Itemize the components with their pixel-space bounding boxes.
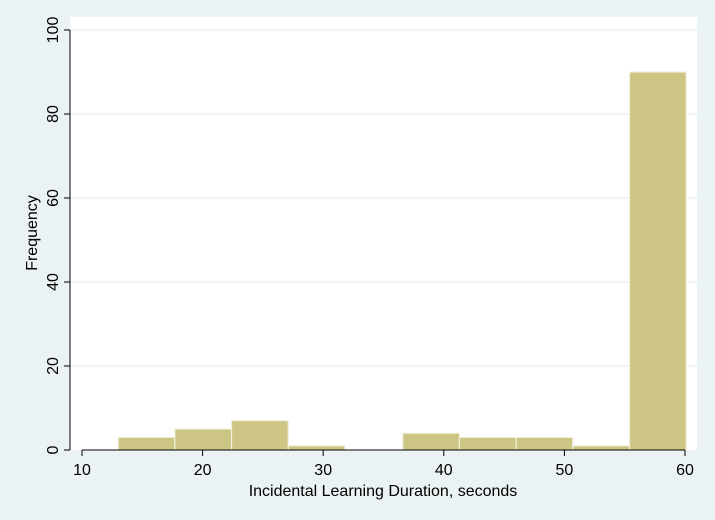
histogram-bar <box>402 432 461 451</box>
histogram-bar <box>628 71 687 451</box>
histogram-bar <box>117 436 176 451</box>
x-tick-label: 60 <box>676 462 694 479</box>
plot-background <box>70 17 697 450</box>
y-tick-label: 40 <box>45 273 62 291</box>
histogram-bar <box>515 436 574 451</box>
y-tick-label: 60 <box>45 189 62 207</box>
histogram-bar <box>230 420 289 451</box>
y-tick-label: 100 <box>45 17 62 44</box>
histogram-bar <box>572 445 631 451</box>
histogram-bar <box>458 436 517 451</box>
x-axis-title: Incidental Learning Duration, seconds <box>249 483 518 500</box>
x-tick-label: 10 <box>73 462 91 479</box>
x-tick-label: 40 <box>435 462 453 479</box>
tick-labels: 0 20 40 60 80 100 10 20 30 40 50 60 <box>45 17 694 479</box>
grid-lines <box>70 29 697 367</box>
y-tick-label: 0 <box>45 445 62 454</box>
axes <box>64 29 686 456</box>
y-tick-label: 20 <box>45 357 62 375</box>
histogram-bar <box>174 428 233 451</box>
y-axis-title: Frequency <box>24 195 41 271</box>
x-tick-label: 50 <box>556 462 574 479</box>
x-tick-label: 20 <box>194 462 212 479</box>
x-tick-label: 30 <box>314 462 332 479</box>
y-tick-label: 80 <box>45 105 62 123</box>
histogram-bar <box>287 445 346 451</box>
